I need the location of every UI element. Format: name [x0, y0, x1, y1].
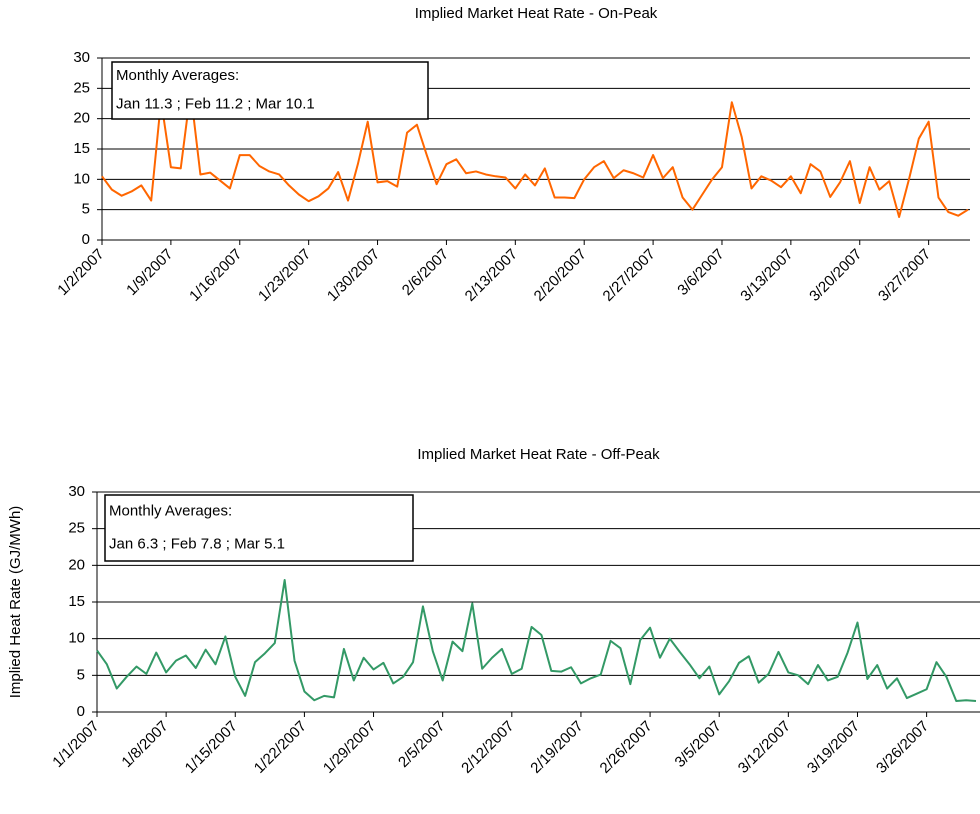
annotation-text: Monthly Averages: [109, 502, 232, 519]
data-line [101, 90, 969, 218]
x-tick-label: 3/26/2007 [873, 718, 932, 777]
x-tick-label: 2/12/2007 [458, 718, 517, 777]
y-axis-label: Implied Heat Rate (GJ/MWh) [7, 506, 24, 699]
chart-title: Implied Market Heat Rate - Off-Peak [417, 446, 660, 463]
y-tick-label: 25 [73, 79, 90, 96]
x-tick-label: 1/15/2007 [182, 718, 241, 777]
x-tick-label: 1/2/2007 [54, 246, 107, 299]
x-tick-label: 3/13/2007 [737, 246, 796, 305]
y-tick-label: 10 [73, 170, 90, 187]
x-tick-label: 2/19/2007 [527, 718, 586, 777]
x-tick-label: 1/9/2007 [123, 246, 176, 299]
x-tick-label: 1/22/2007 [251, 718, 310, 777]
x-tick-label: 3/12/2007 [735, 718, 794, 777]
y-tick-label: 30 [73, 49, 90, 66]
x-tick-label: 1/29/2007 [320, 718, 379, 777]
x-tick-label: 3/19/2007 [804, 718, 863, 777]
y-tick-label: 5 [82, 201, 90, 218]
x-tick-label: 2/27/2007 [600, 246, 659, 305]
x-tick-label: 2/20/2007 [531, 246, 590, 305]
chart-title: Implied Market Heat Rate - On-Peak [415, 5, 658, 22]
y-tick-label: 15 [68, 593, 85, 610]
annotation-text: Jan 11.3 ; Feb 11.2 ; Mar 10.1 [116, 96, 315, 113]
y-tick-label: 10 [68, 630, 85, 647]
x-tick-label: 2/26/2007 [597, 718, 656, 777]
x-tick-label: 1/23/2007 [255, 246, 314, 305]
annotation-text: Monthly Averages: [116, 67, 239, 84]
y-tick-label: 0 [82, 231, 90, 248]
x-tick-label: 2/5/2007 [395, 718, 448, 771]
y-tick-label: 5 [77, 666, 85, 683]
y-tick-label: 30 [68, 483, 85, 500]
annotation-box [111, 61, 429, 120]
y-tick-label: 0 [77, 703, 85, 720]
annotation-text: Jan 6.3 ; Feb 7.8 ; Mar 5.1 [109, 535, 285, 552]
annotation-box [104, 494, 414, 562]
x-tick-label: 2/13/2007 [462, 246, 521, 305]
x-tick-label: 1/8/2007 [118, 718, 171, 771]
x-tick-label: 1/16/2007 [186, 246, 245, 305]
data-line [96, 579, 977, 702]
x-tick-label: 3/27/2007 [875, 246, 934, 305]
y-tick-label: 15 [73, 140, 90, 157]
x-tick-label: 1/30/2007 [324, 246, 383, 305]
y-tick-label: 20 [73, 110, 90, 127]
y-tick-label: 25 [68, 520, 85, 537]
y-tick-label: 20 [68, 556, 85, 573]
x-tick-label: 3/5/2007 [672, 718, 725, 771]
x-tick-label: 3/20/2007 [806, 246, 865, 305]
x-tick-label: 3/6/2007 [674, 246, 727, 299]
x-tick-label: 1/1/2007 [49, 718, 102, 771]
x-tick-label: 2/6/2007 [399, 246, 452, 299]
